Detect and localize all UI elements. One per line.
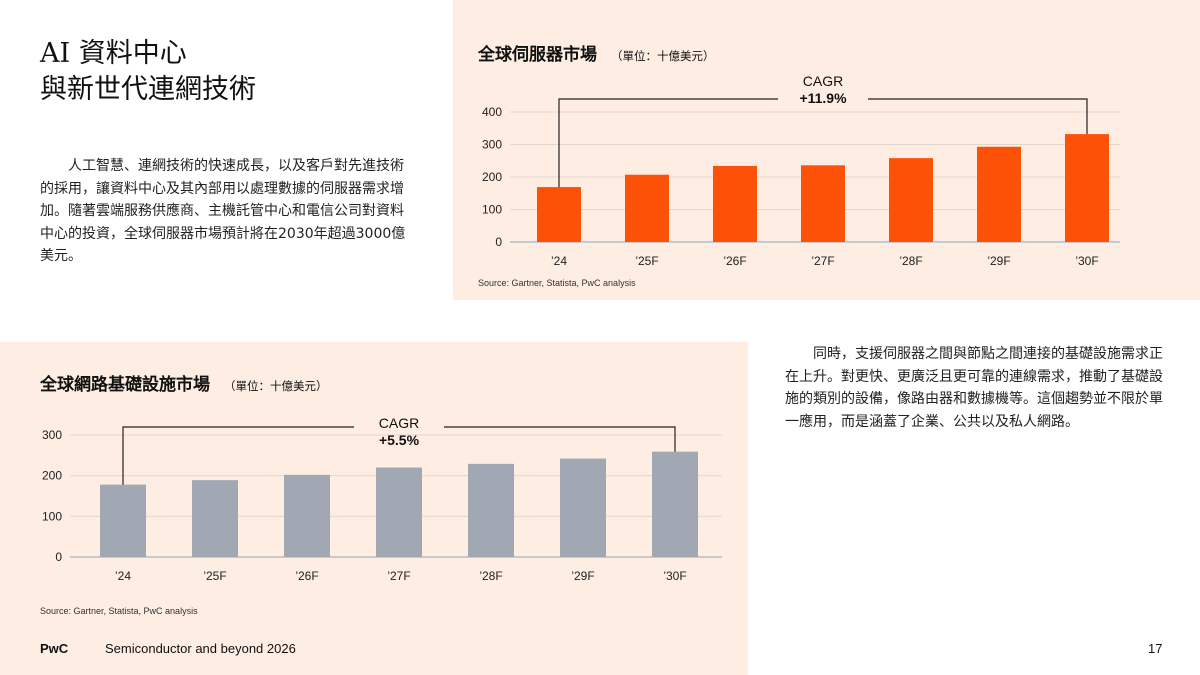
server-chart-unit: （單位：十億美元） <box>611 49 715 63</box>
title-line-1: AI 資料中心 <box>40 38 187 69</box>
network-chart-title: 全球網路基礎設施市場 （單位：十億美元） <box>40 370 328 395</box>
network-paragraph: 同時，支援伺服器之間與節點之間連接的基礎設施需求正在上升。對更快、更廣泛且更可靠… <box>785 346 1163 430</box>
intro-paragraph: 人工智慧、連網技術的快速成長，以及客戶對先進技術的採用，讓資料中心及其內部用以處… <box>40 158 406 264</box>
footer-doc-title: Semiconductor and beyond 2026 <box>105 641 296 656</box>
server-chart-title-text: 全球伺服器市場 <box>478 45 597 65</box>
network-chart-source: Source: Gartner, Statista, PwC analysis <box>40 606 198 616</box>
network-chart-unit: （單位：十億美元） <box>224 379 328 393</box>
footer-brand: PwC <box>40 641 69 656</box>
page-title: AI 資料中心 與新世代連網技術 <box>40 36 256 108</box>
server-chart-title: 全球伺服器市場 （單位：十億美元） <box>478 40 715 65</box>
page-number: 17 <box>1148 641 1163 656</box>
title-line-2: 與新世代連網技術 <box>40 74 256 105</box>
server-chart-source: Source: Gartner, Statista, PwC analysis <box>478 278 636 288</box>
network-chart-title-text: 全球網路基礎設施市場 <box>40 375 210 395</box>
